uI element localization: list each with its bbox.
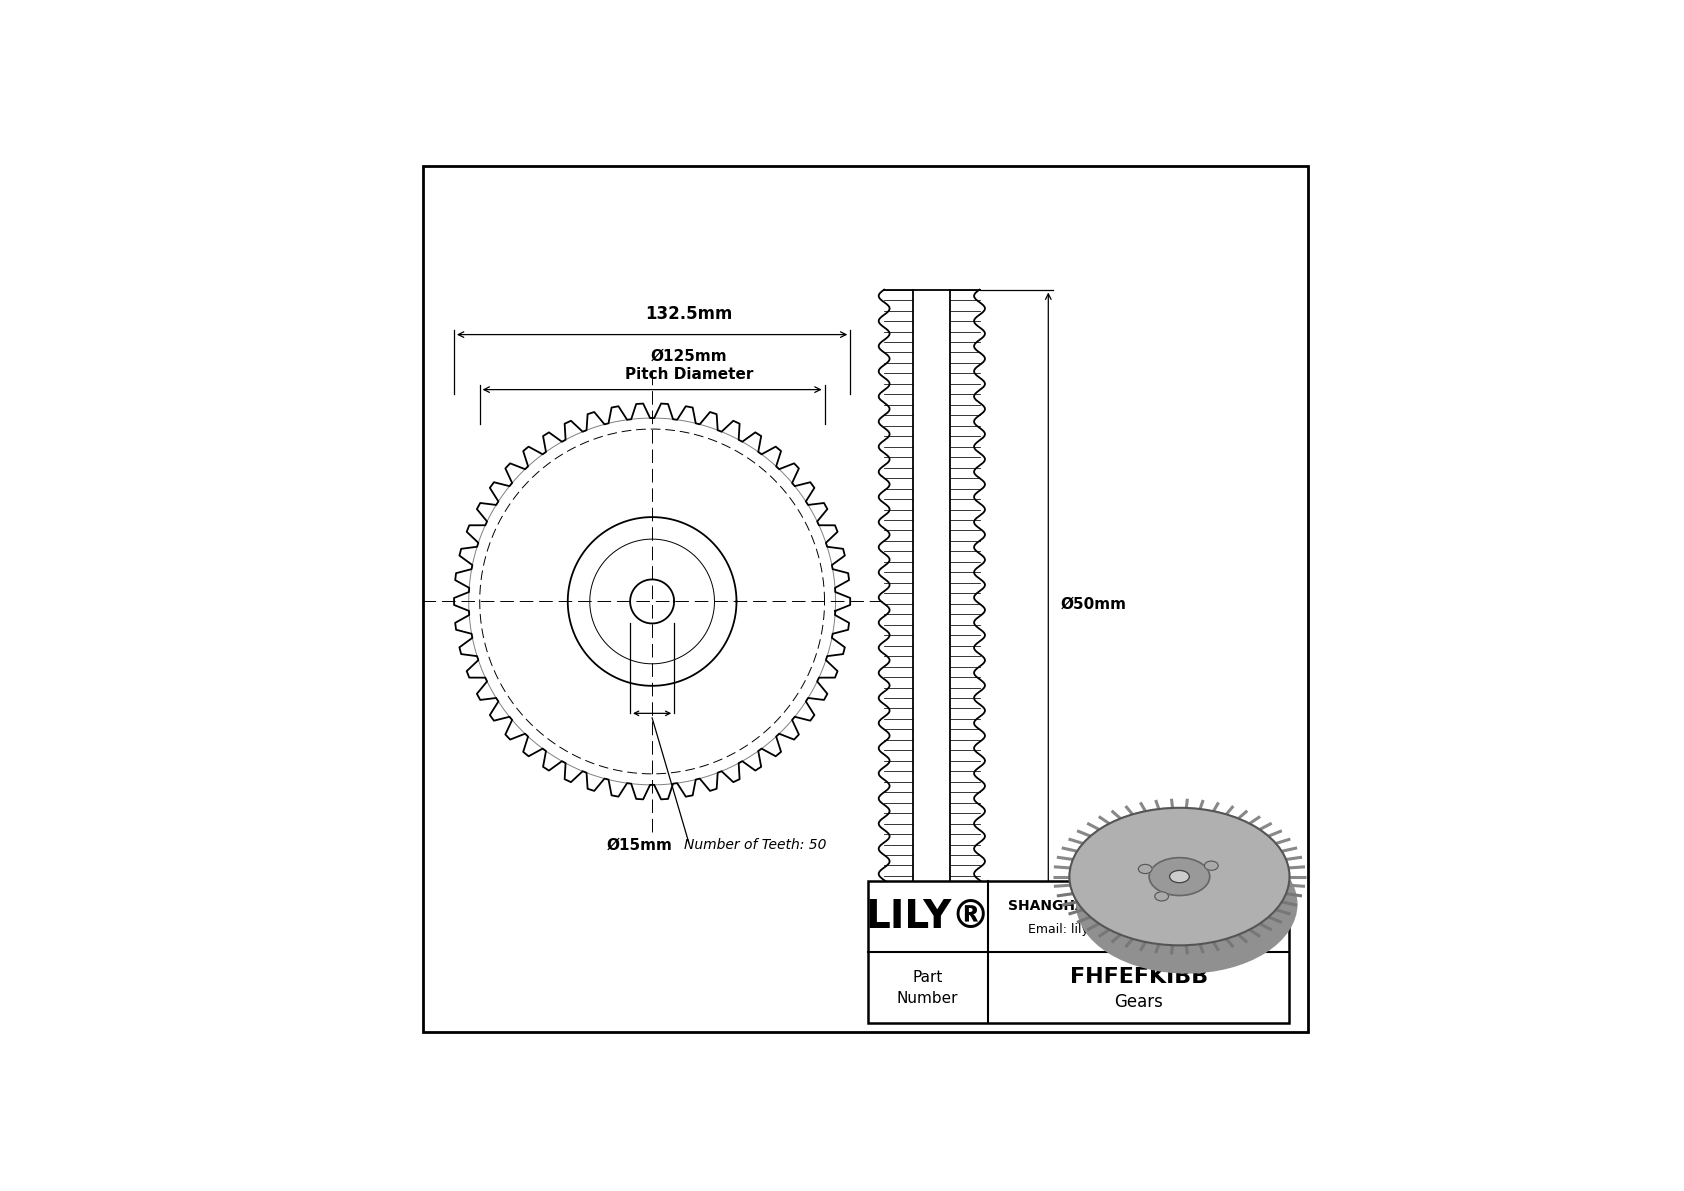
Ellipse shape [1076, 835, 1297, 973]
Ellipse shape [1204, 861, 1218, 871]
Text: 14mm: 14mm [962, 934, 1014, 948]
Text: LILY®: LILY® [866, 898, 990, 936]
Text: Ø125mm
Pitch Diameter: Ø125mm Pitch Diameter [625, 349, 753, 382]
Text: Number of Teeth: 50: Number of Teeth: 50 [684, 838, 827, 853]
Bar [867, 881, 1290, 1023]
Ellipse shape [1169, 871, 1189, 883]
Ellipse shape [1155, 892, 1169, 900]
Text: Ø15mm: Ø15mm [606, 838, 672, 853]
Text: Part
Number: Part Number [898, 969, 958, 1005]
Ellipse shape [1069, 807, 1290, 946]
Text: Gears: Gears [1115, 993, 1164, 1011]
Text: 36mm: 36mm [906, 979, 958, 994]
Text: 132.5mm: 132.5mm [645, 305, 733, 323]
Text: Ø50mm: Ø50mm [1061, 597, 1127, 611]
Bar [913, 289, 950, 918]
Text: SHANGHAI LILY BEARING LIMITED: SHANGHAI LILY BEARING LIMITED [1007, 899, 1270, 912]
Text: Email: lilybearing@lily-bearing.com: Email: lilybearing@lily-bearing.com [1027, 923, 1250, 936]
Text: FHFEFKIBB: FHFEFKIBB [1069, 967, 1207, 987]
Ellipse shape [1138, 865, 1152, 873]
Ellipse shape [1148, 858, 1209, 896]
